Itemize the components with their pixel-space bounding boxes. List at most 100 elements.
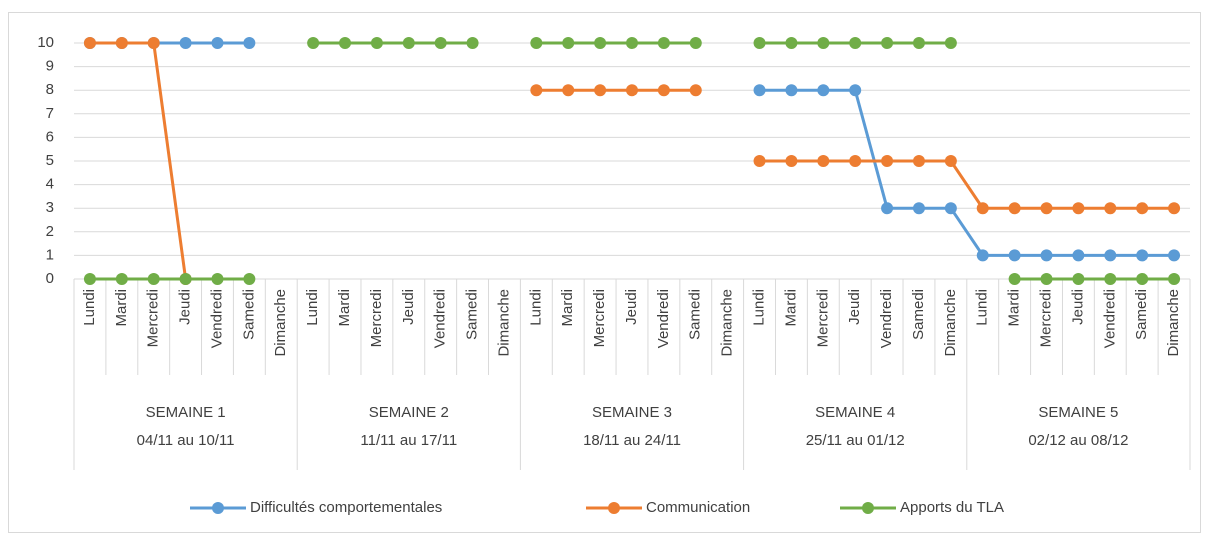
y-tick-label: 10 xyxy=(37,34,54,51)
point xyxy=(1136,273,1149,285)
point xyxy=(753,37,766,49)
point xyxy=(1104,273,1117,285)
point xyxy=(562,37,575,49)
legend-label: Communication xyxy=(646,499,750,516)
point xyxy=(211,273,224,285)
x-tick-label: Samedi xyxy=(1133,289,1150,340)
x-tick-label: Lundi xyxy=(81,289,98,326)
y-tick-label: 2 xyxy=(46,223,54,240)
x-tick-label: Jeudi xyxy=(1069,289,1086,325)
x-tick-label: Mardi xyxy=(336,289,353,327)
legend-label: Difficultés comportementales xyxy=(250,499,442,516)
x-tick-label: Mercredi xyxy=(814,289,831,347)
point xyxy=(370,37,383,49)
x-tick-label: Dimanche xyxy=(942,289,959,357)
x-tick-label: Samedi xyxy=(687,289,704,340)
point xyxy=(402,37,415,49)
point xyxy=(466,37,479,49)
y-tick-label: 7 xyxy=(46,105,54,122)
x-tick-label: Lundi xyxy=(751,289,768,326)
point xyxy=(1072,202,1085,215)
point xyxy=(530,84,543,97)
point xyxy=(530,37,543,49)
x-tick-label: Vendredi xyxy=(1101,289,1118,348)
point xyxy=(753,155,766,167)
point xyxy=(115,37,128,49)
point xyxy=(562,84,575,97)
point xyxy=(912,155,925,167)
x-tick-label: Mercredi xyxy=(145,289,162,347)
point xyxy=(1040,249,1053,262)
point xyxy=(179,273,192,285)
point xyxy=(817,37,830,49)
point xyxy=(115,273,128,285)
group-label: SEMAINE 2 xyxy=(369,404,449,421)
point xyxy=(1136,249,1149,262)
point xyxy=(976,202,989,215)
point xyxy=(147,273,160,285)
point xyxy=(976,249,989,262)
point xyxy=(211,37,224,49)
point xyxy=(147,37,160,49)
point xyxy=(944,202,957,215)
legend-marker xyxy=(212,502,224,514)
x-tick-label: Samedi xyxy=(240,289,257,340)
x-tick-label: Mardi xyxy=(1006,289,1023,327)
point xyxy=(944,155,957,167)
x-tick-label: Jeudi xyxy=(177,289,194,325)
group-label: SEMAINE 4 xyxy=(815,404,895,421)
x-tick-label: Vendredi xyxy=(432,289,449,348)
point xyxy=(1072,273,1085,285)
point xyxy=(689,37,702,49)
y-tick-label: 5 xyxy=(46,152,54,169)
y-tick-label: 6 xyxy=(46,128,54,145)
legend-marker xyxy=(608,502,620,514)
point xyxy=(1136,202,1149,215)
point xyxy=(881,37,894,49)
group-dates: 02/12 au 08/12 xyxy=(1028,432,1128,449)
x-tick-label: Dimanche xyxy=(1165,289,1182,357)
y-tick-label: 1 xyxy=(46,246,54,263)
group-dates: 25/11 au 01/12 xyxy=(806,432,905,449)
x-tick-label: Samedi xyxy=(910,289,927,340)
point xyxy=(339,37,352,49)
point xyxy=(626,37,638,49)
point xyxy=(1008,273,1021,285)
point xyxy=(434,37,447,49)
x-tick-label: Lundi xyxy=(974,289,991,326)
point xyxy=(785,155,798,167)
group-dates: 04/11 au 10/11 xyxy=(137,432,235,449)
group-dates: 11/11 au 17/11 xyxy=(360,432,457,449)
chart-border xyxy=(8,12,1201,533)
x-tick-label: Mardi xyxy=(782,289,799,327)
point xyxy=(944,37,957,49)
point xyxy=(1104,249,1117,262)
y-tick-label: 4 xyxy=(46,176,54,193)
point xyxy=(912,37,925,49)
point xyxy=(243,273,256,285)
x-tick-label: Mercredi xyxy=(1037,289,1054,347)
point xyxy=(817,155,830,167)
x-tick-label: Lundi xyxy=(527,289,544,326)
x-tick-label: Dimanche xyxy=(719,289,736,357)
point xyxy=(753,84,766,97)
point xyxy=(881,155,894,167)
x-tick-label: Samedi xyxy=(464,289,481,340)
x-tick-label: Jeudi xyxy=(846,289,863,325)
x-tick-label: Dimanche xyxy=(495,289,512,357)
y-tick-label: 8 xyxy=(46,81,54,98)
point xyxy=(1040,202,1053,215)
point xyxy=(83,273,96,285)
point xyxy=(626,84,638,97)
x-tick-label: Mercredi xyxy=(368,289,385,347)
point xyxy=(1008,202,1021,215)
point xyxy=(912,202,925,215)
point xyxy=(1168,202,1181,215)
point xyxy=(849,37,862,49)
series-line xyxy=(89,41,1175,281)
point xyxy=(594,84,607,97)
x-tick-label: Lundi xyxy=(304,289,321,326)
y-tick-label: 0 xyxy=(46,270,54,287)
point xyxy=(1040,273,1053,285)
x-tick-label: Dimanche xyxy=(272,289,289,357)
